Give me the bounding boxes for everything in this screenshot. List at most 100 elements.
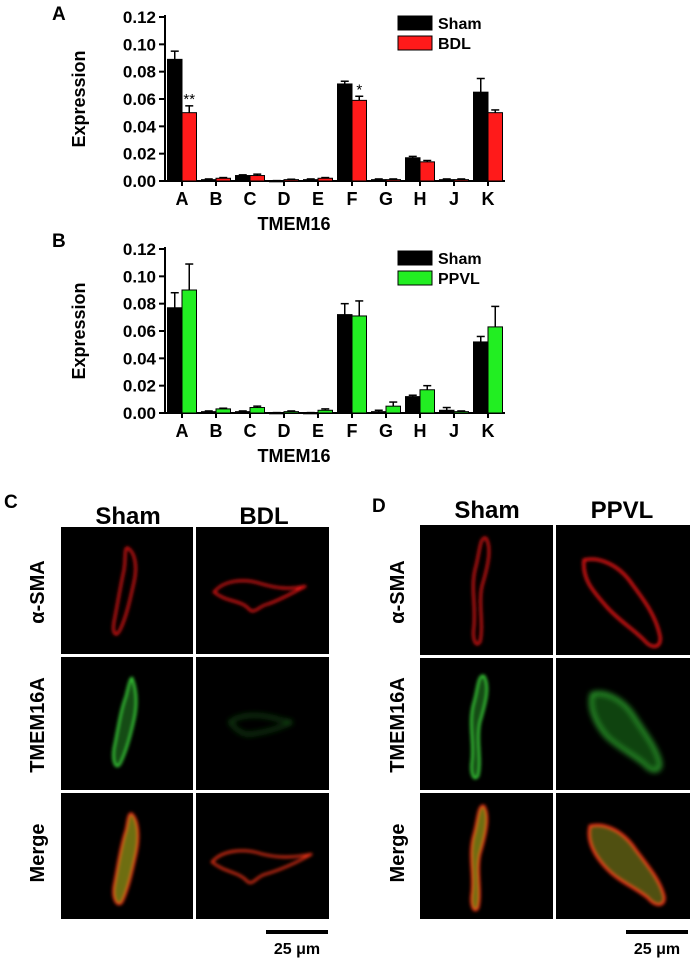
bar-ppvl <box>317 409 333 414</box>
panel-label-d: D <box>372 496 386 517</box>
bar-bdl <box>453 179 469 182</box>
x-tick-label: A <box>176 189 189 209</box>
row-label-merge: Merge <box>387 824 409 883</box>
legend-label-sham: Sham <box>438 251 482 268</box>
x-tick-label: D <box>278 421 291 441</box>
legend-label-bdl: BDL <box>438 36 471 53</box>
bar-ppvl <box>487 326 503 414</box>
x-tick-label: J <box>449 189 459 209</box>
bar-sham <box>303 179 319 182</box>
y-axis-label: Expression <box>69 282 89 379</box>
x-tick-label: H <box>414 189 427 209</box>
x-axis-label: TMEM16 <box>257 446 330 466</box>
legend-swatch-sham <box>397 15 433 31</box>
bar-bdl <box>385 179 401 182</box>
chart-a: A Expression TMEM16 0.00 0.02 0.04 0.06 0.08… <box>52 4 505 234</box>
panel-label-c: C <box>4 492 18 513</box>
bar-sham <box>167 58 183 182</box>
bar-sham <box>405 157 421 182</box>
bar-sham <box>473 91 489 182</box>
bar-sham <box>337 83 353 182</box>
row-label-asma: α-SMA <box>387 560 409 623</box>
y-tick-label: 0.12 <box>123 8 156 27</box>
y-tick-label: 0.04 <box>123 349 157 368</box>
x-tick-label: B <box>210 189 223 209</box>
significance-marker: ** <box>183 91 195 108</box>
x-tick-label: H <box>414 421 427 441</box>
cell-sham-merge <box>469 804 489 912</box>
y-tick-label: 0.02 <box>123 145 156 164</box>
y-tick-label: 0.12 <box>123 240 156 259</box>
row-label-tmem16a: TMEM16A <box>27 677 49 773</box>
row-label-asma: α-SMA <box>27 560 49 623</box>
column-label-sham: Sham <box>95 503 160 530</box>
cell-bdl-tmem16a <box>228 714 293 736</box>
x-tick-label: E <box>312 421 324 441</box>
micrograph-sham-asma <box>61 527 193 654</box>
x-tick-label: A <box>176 421 189 441</box>
bar-ppvl <box>181 289 197 414</box>
cell-sham-asma <box>112 546 137 636</box>
column-label-bdl: BDL <box>239 503 288 530</box>
bar-ppvl <box>385 405 401 414</box>
x-tick-label: F <box>347 421 358 441</box>
bar-sham <box>235 175 251 182</box>
bar-sham <box>201 179 217 182</box>
bar-sham <box>439 179 455 182</box>
bar-bdl <box>487 112 503 182</box>
y-tick-label: 0.06 <box>123 322 156 341</box>
y-tick-label: 0.04 <box>123 117 157 136</box>
bar-sham <box>473 341 489 414</box>
bar-bdl <box>419 161 435 182</box>
micrograph-panel-c: C Sham BDL α-SMA TMEM16A Merge 25 μm <box>4 492 329 958</box>
x-tick-label: B <box>210 421 223 441</box>
y-tick-label: 0.02 <box>123 377 156 396</box>
y-tick-label: 0.08 <box>123 63 156 82</box>
scale-bar-label-c: 25 μm <box>274 941 320 958</box>
panel-label-a: A <box>52 4 66 25</box>
chart-b: B Expression TMEM16 0.00 0.02 0.04 0.06 0.08… <box>52 231 505 466</box>
x-tick-label: K <box>482 189 495 209</box>
y-tick-label: 0.00 <box>123 404 156 423</box>
cell-sham-merge <box>112 812 140 906</box>
x-tick-label: G <box>379 189 393 209</box>
x-tick-label: J <box>449 421 459 441</box>
y-tick-label: 0.00 <box>123 172 156 191</box>
bar-ppvl <box>215 408 231 414</box>
legend-swatch-sham <box>397 250 433 266</box>
bar-sham <box>371 411 387 414</box>
x-axis-label: TMEM16 <box>257 214 330 234</box>
bar-sham <box>439 409 455 414</box>
cell-sham-tmem16a <box>470 674 489 780</box>
row-label-merge: Merge <box>27 824 49 883</box>
column-label-sham: Sham <box>454 497 519 524</box>
scale-bar-c <box>266 930 328 934</box>
bar-bdl <box>351 99 367 182</box>
x-tick-label: E <box>312 189 324 209</box>
bar-sham <box>201 411 217 414</box>
y-tick-label: 0.10 <box>123 35 156 54</box>
micrograph-sham-asma <box>420 525 553 655</box>
y-tick-label: 0.06 <box>123 90 156 109</box>
column-label-ppvl: PPVL <box>591 497 654 524</box>
bar-sham <box>167 307 183 414</box>
cell-ppvl-merge <box>587 823 666 906</box>
bar-ppvl <box>351 315 367 414</box>
micrograph-panel-d: D Sham PPVL α-SMA TMEM16A Merge 25 μm <box>372 496 690 958</box>
micrograph-bdl-tmem16a <box>196 657 329 790</box>
x-tick-label: C <box>244 421 257 441</box>
cell-sham-tmem16a <box>112 676 138 768</box>
x-tick-label: D <box>278 189 291 209</box>
micrograph-sham-tmem16a <box>420 658 553 790</box>
x-tick-label: C <box>244 189 257 209</box>
micrograph-ppvl-asma <box>556 525 690 655</box>
legend-label-ppvl: PPVL <box>438 271 480 288</box>
bar-ppvl <box>283 411 299 414</box>
panel-label-b: B <box>52 231 66 252</box>
scale-bar-label-d: 25 μm <box>634 941 680 958</box>
cell-ppvl-tmem16a <box>589 691 662 772</box>
bar-bdl <box>181 112 197 182</box>
bar-sham <box>337 314 353 414</box>
micrograph-bdl-asma <box>196 527 329 654</box>
